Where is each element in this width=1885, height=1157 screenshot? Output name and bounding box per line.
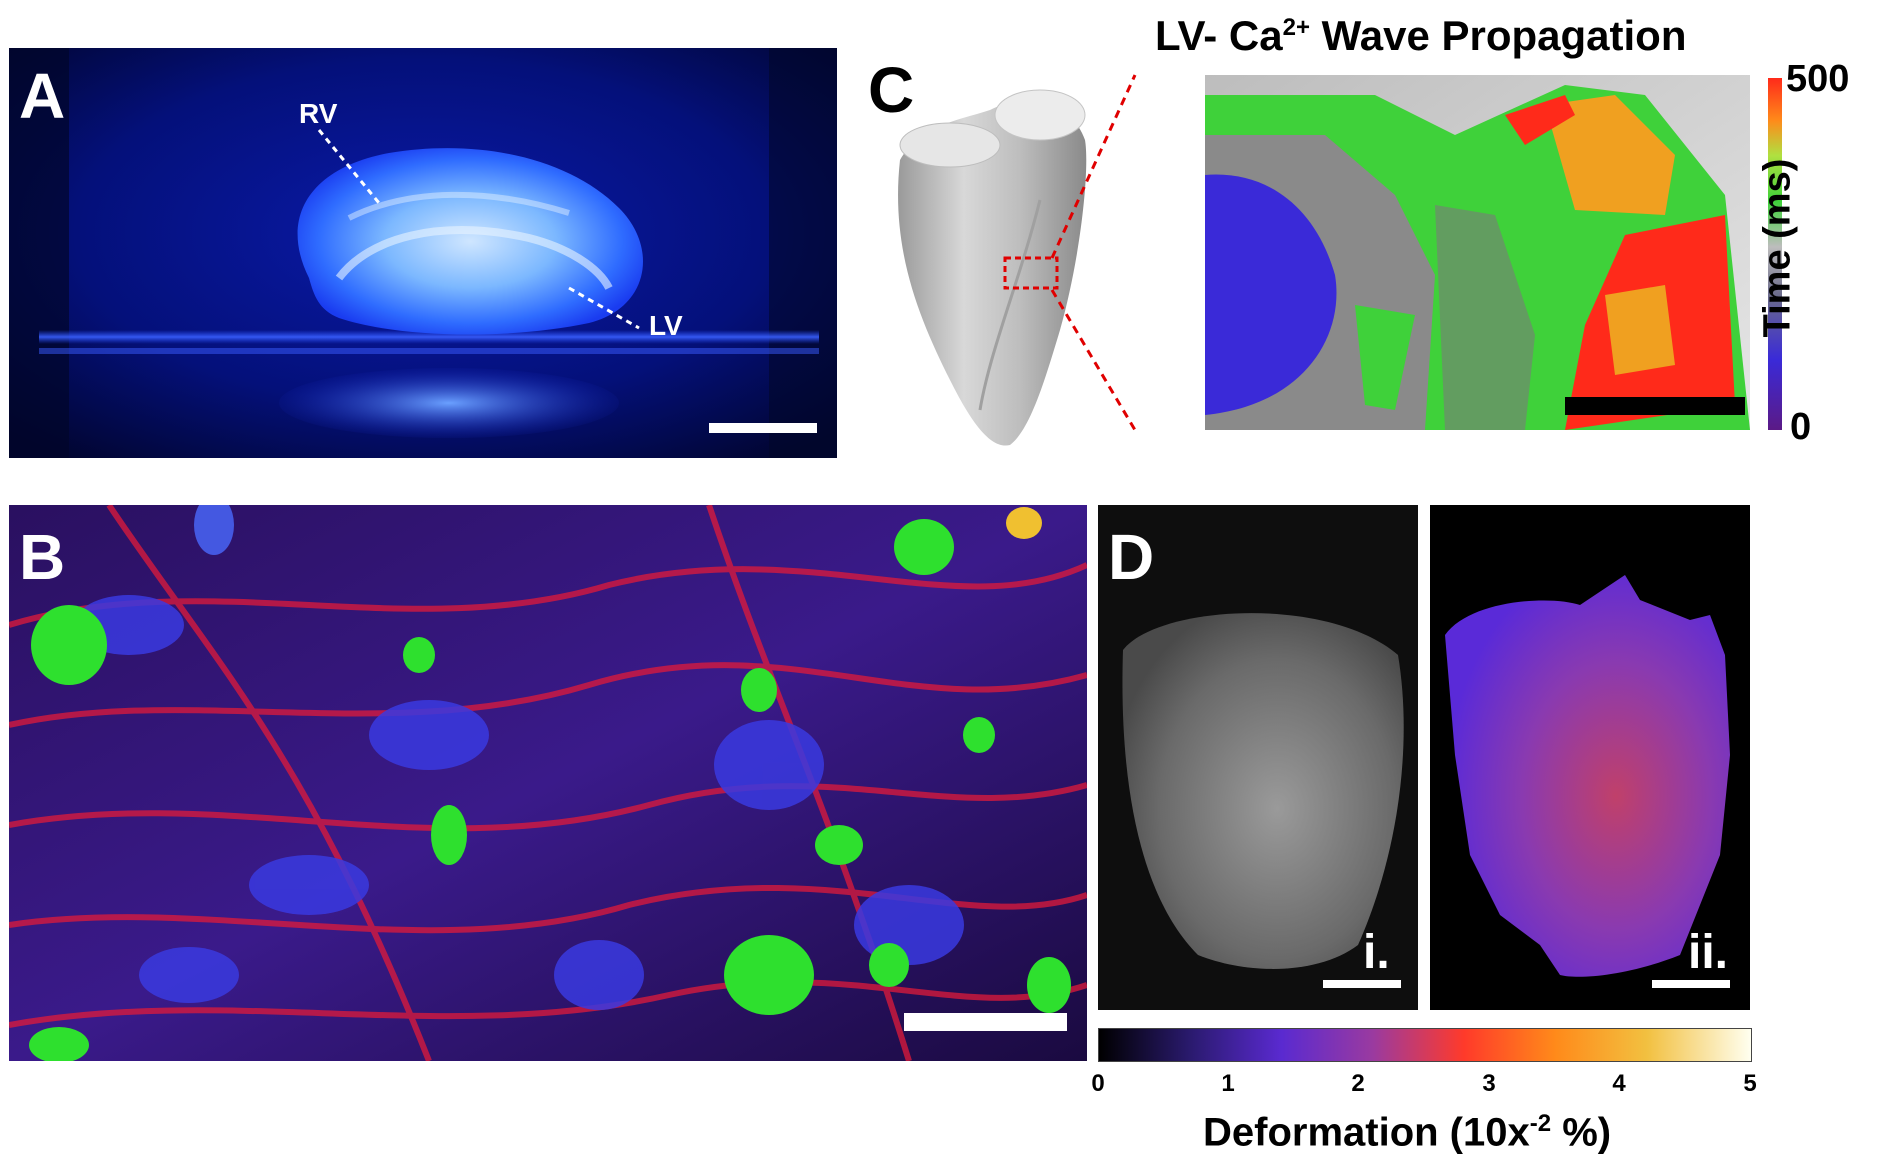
colorbar-max: 500 bbox=[1786, 58, 1850, 100]
scale-bar bbox=[1323, 980, 1401, 988]
activation-title: LV- Ca2+ Wave Propagation bbox=[1155, 12, 1686, 60]
zoom-lines bbox=[1050, 74, 1137, 431]
panel-letter-d: D bbox=[1108, 521, 1155, 593]
activation-map bbox=[1205, 75, 1750, 430]
panel-letter-a: A bbox=[19, 60, 66, 132]
panel-d-i-image bbox=[1098, 505, 1418, 1010]
panel-b: B bbox=[9, 505, 1087, 1061]
scale-bar bbox=[709, 423, 817, 433]
deformation-colorbar bbox=[1098, 1028, 1752, 1062]
colorbar-label: Time (ms) bbox=[1756, 158, 1799, 338]
panel-d-ii-image bbox=[1430, 505, 1750, 1010]
scale-bar bbox=[1565, 397, 1745, 415]
deformation-label-main: Deformation (10x bbox=[1203, 1110, 1530, 1155]
scale-bar bbox=[1652, 980, 1730, 988]
panel-a: A RV LV bbox=[9, 48, 837, 458]
tick-4: 4 bbox=[1612, 1070, 1626, 1097]
panel-a-photo bbox=[9, 48, 837, 458]
title-rest: Wave Propagation bbox=[1309, 12, 1687, 59]
sub-label-i: i. bbox=[1363, 926, 1390, 979]
time-colorbar bbox=[1768, 78, 1782, 430]
tick-2: 2 bbox=[1351, 1070, 1365, 1097]
sub-label-ii: ii. bbox=[1688, 926, 1729, 979]
tick-1: 1 bbox=[1221, 1070, 1235, 1097]
heart-3d-render bbox=[898, 89, 1087, 446]
deformation-label-rest: %) bbox=[1551, 1110, 1612, 1155]
scale-bar bbox=[904, 1013, 1067, 1031]
lv-label: LV bbox=[649, 310, 683, 341]
deformation-label-sup: -2 bbox=[1529, 1110, 1552, 1137]
tick-0: 0 bbox=[1091, 1070, 1105, 1097]
panel-letter-b: B bbox=[19, 521, 66, 593]
deformation-ticks: 0 1 2 3 4 5 bbox=[1091, 1070, 1756, 1102]
tick-3: 3 bbox=[1482, 1070, 1496, 1097]
panel-c: LV- Ca2+ Wave Propagation 500 0 Time (ms… bbox=[860, 0, 1885, 460]
colorbar-min: 0 bbox=[1790, 406, 1812, 448]
panel-b-micrograph bbox=[9, 505, 1087, 1061]
deformation-axis-label: Deformation (10x-2 %) bbox=[1203, 1110, 1611, 1155]
rv-label: RV bbox=[299, 98, 338, 129]
panel-d: i. D ii. 0 1 2 3 4 5 Deformation (10x-2 … bbox=[1091, 505, 1885, 1157]
tick-5: 5 bbox=[1743, 1070, 1757, 1097]
title-sup: 2+ bbox=[1282, 14, 1310, 41]
panel-letter-c: C bbox=[868, 54, 915, 126]
title-main: LV- Ca bbox=[1155, 12, 1283, 59]
